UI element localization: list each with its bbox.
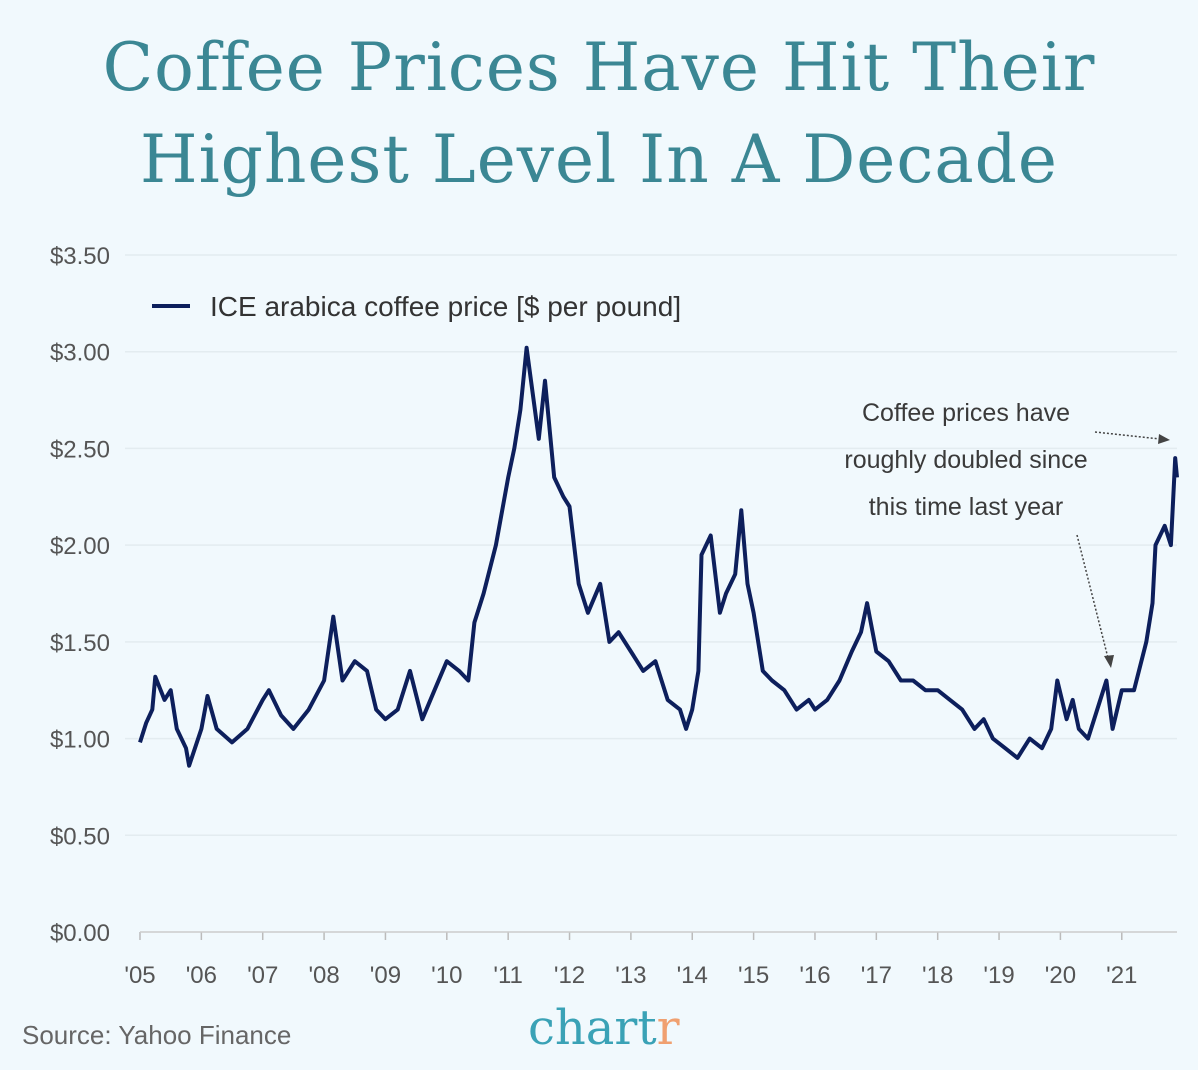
x-tick-label: '07 — [247, 962, 278, 989]
x-tick-label: '21 — [1106, 962, 1137, 989]
y-tick-label: $0.50 — [50, 823, 110, 850]
y-tick-label: $1.50 — [50, 630, 110, 657]
y-tick-label: $2.00 — [50, 533, 110, 560]
annotation-arrowhead-top — [1158, 434, 1170, 444]
source-label: Source: Yahoo Finance — [22, 1020, 292, 1050]
logo-accent: r — [656, 1000, 680, 1056]
annotation-line-2: roughly doubled since — [844, 446, 1087, 474]
annotation-arrow-top — [1094, 431, 1161, 440]
x-tick-label: '18 — [922, 962, 953, 989]
x-tick-label: '09 — [370, 962, 401, 989]
x-tick-label: '12 — [554, 962, 585, 989]
x-tick-label: '13 — [615, 962, 646, 989]
y-tick-label: $0.00 — [50, 920, 110, 947]
x-tick-label: '11 — [493, 962, 523, 989]
y-tick-label: $2.50 — [50, 436, 110, 463]
legend-label: ICE arabica coffee price [$ per pound] — [210, 291, 681, 322]
annotation-arrowhead-bottom — [1104, 655, 1114, 668]
series-line-arabica — [138, 345, 1179, 768]
title-line-1: Coffee Prices Have Hit Their — [102, 29, 1096, 106]
logo-main: chart — [528, 1000, 657, 1056]
x-tick-label: '08 — [308, 962, 339, 989]
x-tick-label: '05 — [124, 962, 155, 989]
annotation: Coffee prices have roughly doubled since… — [844, 399, 1170, 668]
annotation-arrow-bottom — [1076, 534, 1109, 659]
x-tick-label: '20 — [1045, 962, 1076, 989]
chart-title: Coffee Prices Have Hit Their Highest Lev… — [0, 22, 1198, 206]
legend: ICE arabica coffee price [$ per pound] — [152, 291, 681, 322]
x-tick-label: '17 — [861, 962, 892, 989]
x-tick-label: '16 — [799, 962, 830, 989]
chartr-logo: chartr — [528, 1000, 680, 1056]
x-tick-label: '19 — [983, 962, 1014, 989]
y-tick-label: $3.50 — [50, 243, 110, 270]
annotation-line-3: this time last year — [869, 493, 1064, 521]
title-line-2: Highest Level In A Decade — [140, 121, 1058, 198]
x-tick-label: '14 — [677, 962, 708, 989]
x-tick-label: '06 — [186, 962, 217, 989]
annotation-line-1: Coffee prices have — [862, 399, 1070, 427]
y-tick-label: $3.00 — [50, 340, 110, 367]
x-tick-label: '15 — [738, 962, 769, 989]
y-tick-label: $1.00 — [50, 727, 110, 754]
x-tick-label: '10 — [431, 962, 462, 989]
